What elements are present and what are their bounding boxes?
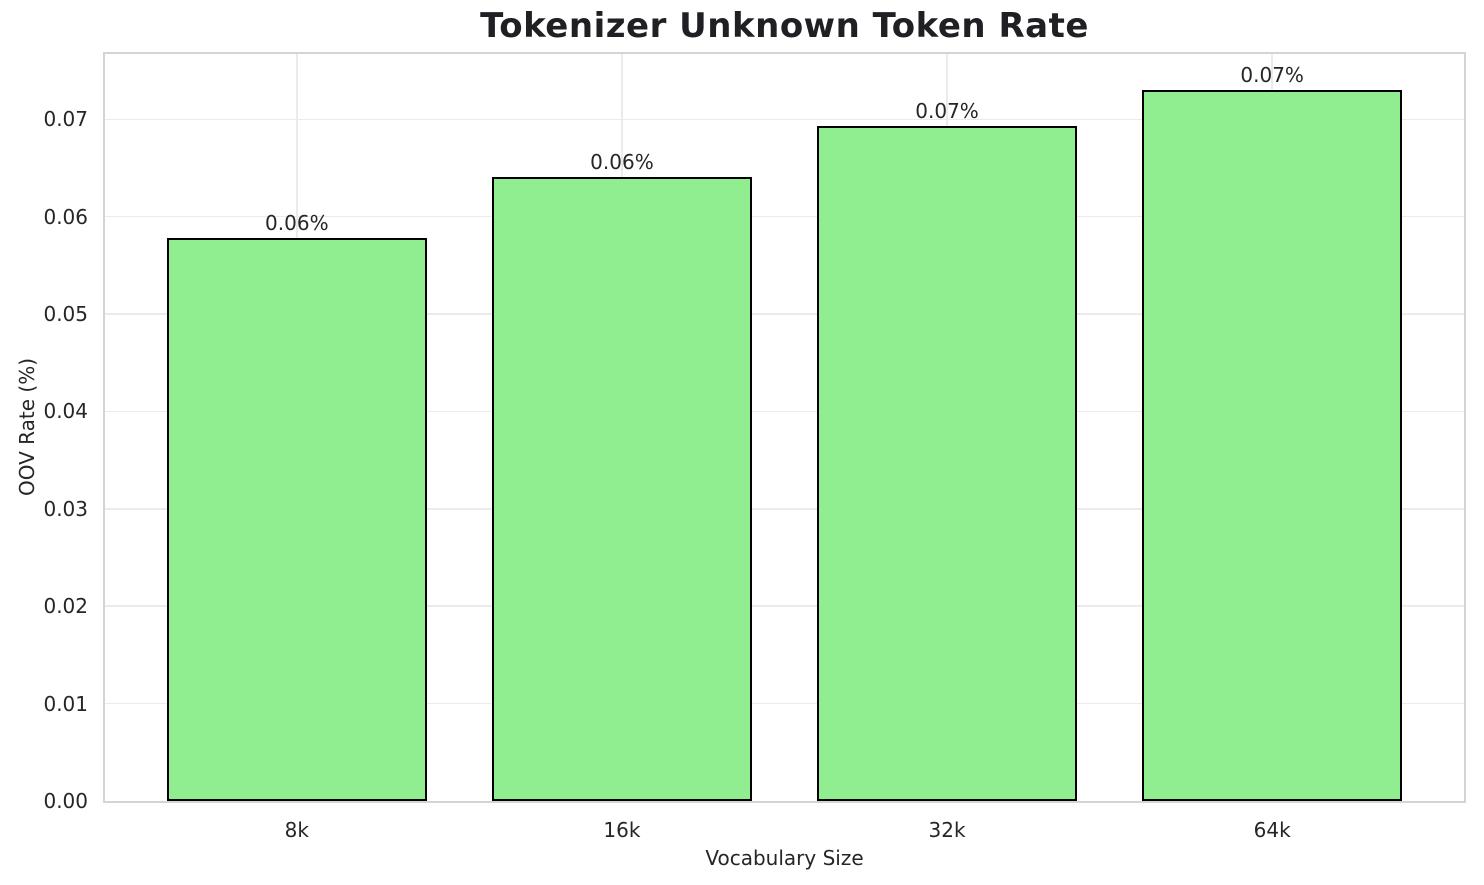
y-axis-label: OOV Rate (%)	[15, 358, 39, 496]
bar-64k	[1142, 90, 1403, 801]
y-gridline	[105, 508, 1464, 510]
y-gridline	[105, 605, 1464, 607]
x-tick-label: 64k	[1253, 818, 1291, 842]
x-tick-label: 32k	[928, 818, 966, 842]
y-gridline	[105, 410, 1464, 413]
bar-value-label: 0.06%	[265, 211, 329, 236]
y-tick-label: 0.04	[43, 399, 88, 424]
y-tick-label: 0.07	[43, 107, 88, 132]
y-tick-label: 0.00	[43, 789, 88, 813]
y-tick-label: 0.02	[43, 594, 88, 619]
plot-area: 0.06% 0.06% 0.07% 0.07%	[103, 52, 1466, 803]
y-gridline	[105, 215, 1464, 218]
x-axis-label: Vocabulary Size	[705, 846, 864, 870]
bar-value-label: 0.07%	[915, 99, 979, 124]
bar-32k	[817, 126, 1078, 801]
chart-title: Tokenizer Unknown Token Rate	[480, 6, 1089, 46]
y-gridline	[105, 118, 1464, 120]
y-gridline	[105, 702, 1464, 705]
bar-value-label: 0.07%	[1240, 63, 1304, 88]
bar-16k	[491, 176, 752, 801]
bar-value-label: 0.06%	[590, 149, 654, 174]
y-tick-label: 0.06	[43, 204, 88, 229]
x-tick-label: 16k	[603, 818, 641, 842]
y-tick-label: 0.01	[43, 691, 88, 716]
bar-8k	[166, 238, 427, 801]
y-tick-label: 0.03	[43, 496, 88, 521]
y-gridline	[105, 313, 1464, 315]
y-tick-label: 0.05	[43, 302, 88, 327]
x-tick-label: 8k	[284, 818, 309, 842]
